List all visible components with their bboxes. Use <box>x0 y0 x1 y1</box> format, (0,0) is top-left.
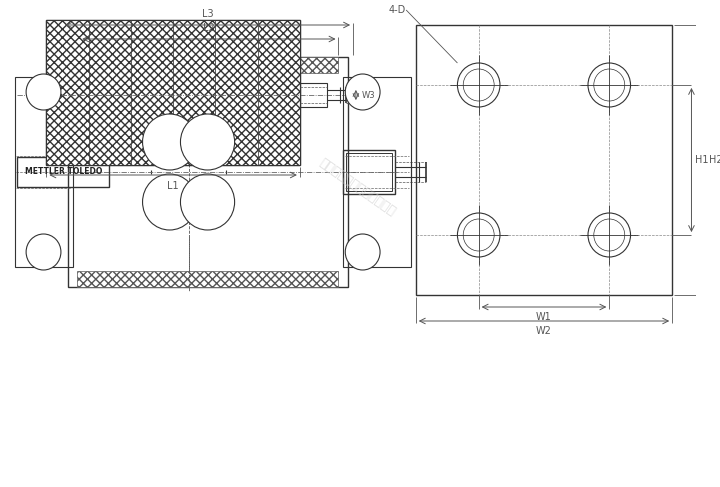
Bar <box>343 77 411 267</box>
Bar <box>416 25 672 295</box>
Text: 4-D: 4-D <box>389 5 406 15</box>
Circle shape <box>143 174 197 230</box>
Circle shape <box>594 69 625 101</box>
Circle shape <box>457 213 500 257</box>
Circle shape <box>463 219 494 251</box>
Circle shape <box>588 213 631 257</box>
Circle shape <box>181 114 235 170</box>
Circle shape <box>346 234 380 270</box>
Text: L2: L2 <box>203 23 215 33</box>
Circle shape <box>181 174 235 230</box>
Bar <box>77 57 338 73</box>
Bar <box>46 20 300 165</box>
Bar <box>68 57 348 287</box>
Text: H1: H1 <box>696 155 708 165</box>
Circle shape <box>26 74 61 110</box>
Circle shape <box>463 69 494 101</box>
Circle shape <box>457 63 500 107</box>
Bar <box>46 20 300 165</box>
Text: METTLER TOLEDO: METTLER TOLEDO <box>24 168 102 176</box>
Bar <box>14 77 73 267</box>
Text: L1: L1 <box>167 181 179 191</box>
Bar <box>77 271 338 287</box>
Text: W3: W3 <box>361 91 375 99</box>
Circle shape <box>26 234 61 270</box>
Circle shape <box>588 63 631 107</box>
Text: 众众鱑自动化科技有限公司: 众众鱑自动化科技有限公司 <box>318 156 398 218</box>
Text: W2: W2 <box>536 326 552 336</box>
Circle shape <box>143 114 197 170</box>
Bar <box>343 150 395 194</box>
Text: W1: W1 <box>536 312 552 322</box>
Circle shape <box>594 219 625 251</box>
Bar <box>300 83 327 107</box>
Bar <box>17 157 109 187</box>
Bar <box>346 153 392 191</box>
Text: H2: H2 <box>709 155 720 165</box>
Text: L3: L3 <box>202 9 214 19</box>
Circle shape <box>346 74 380 110</box>
